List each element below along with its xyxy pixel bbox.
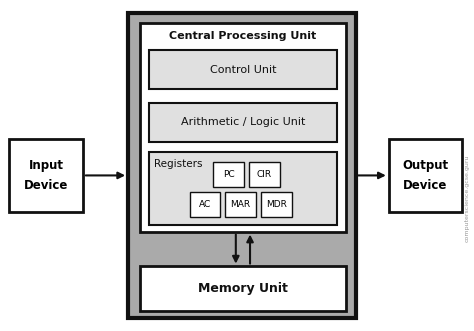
Bar: [140, 23, 346, 232]
Text: Registers: Registers: [154, 159, 202, 169]
Bar: [389, 139, 462, 212]
Text: MDR: MDR: [265, 200, 287, 209]
Bar: [140, 266, 346, 311]
Bar: [149, 50, 337, 89]
Bar: [190, 192, 220, 217]
Bar: [149, 103, 337, 142]
Bar: [213, 162, 244, 187]
Text: CIR: CIR: [257, 170, 272, 179]
Text: Device: Device: [24, 179, 68, 192]
Bar: [249, 162, 280, 187]
Text: AC: AC: [199, 200, 211, 209]
Text: MAR: MAR: [230, 200, 251, 209]
Text: Input: Input: [29, 159, 64, 172]
Text: computerscience.gcse.guru: computerscience.gcse.guru: [465, 155, 469, 242]
Text: Output: Output: [402, 159, 448, 172]
Text: Control Unit: Control Unit: [210, 65, 276, 74]
Bar: [149, 152, 337, 225]
Bar: [225, 192, 256, 217]
Bar: [128, 13, 356, 318]
Text: Arithmetic / Logic Unit: Arithmetic / Logic Unit: [181, 118, 305, 127]
Text: Memory Unit: Memory Unit: [198, 282, 288, 295]
Bar: [9, 139, 83, 212]
Text: PC: PC: [223, 170, 235, 179]
Bar: [261, 192, 292, 217]
Text: Central Processing Unit: Central Processing Unit: [169, 31, 317, 41]
Text: Device: Device: [403, 179, 447, 192]
